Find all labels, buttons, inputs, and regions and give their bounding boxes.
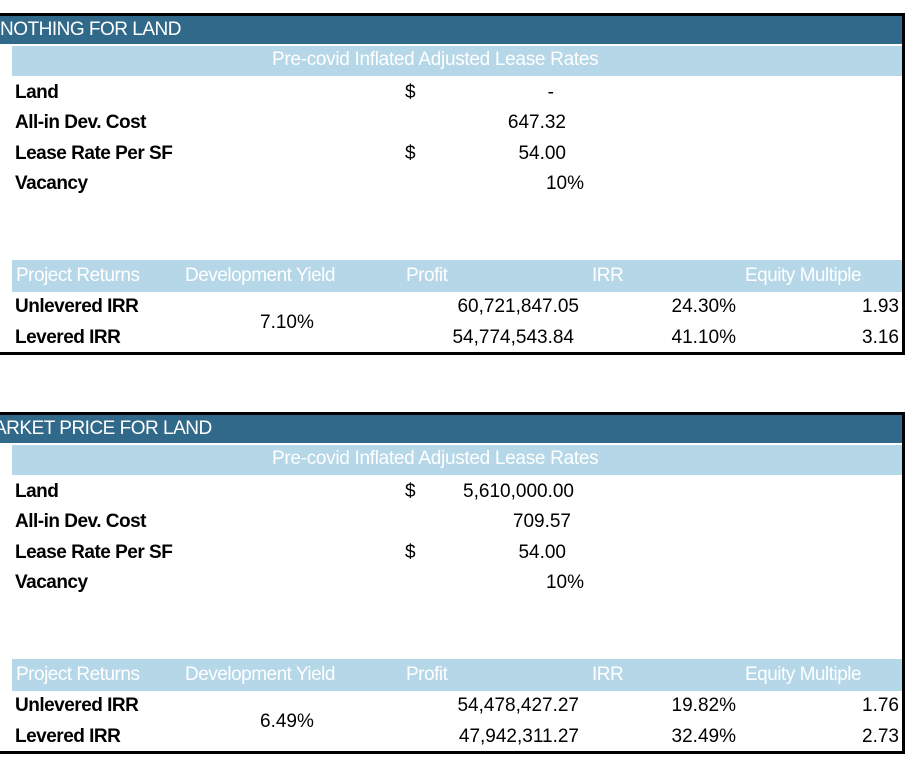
section-title: ARKET PRICE FOR LAND <box>0 418 212 439</box>
section-title-bar: ARKET PRICE FOR LAND <box>0 415 902 443</box>
levered-equity-multiple: 3.16 <box>862 327 899 348</box>
header-development-yield: Development Yield <box>185 265 335 286</box>
header-development-yield: Development Yield <box>185 664 335 685</box>
header-irr: IRR <box>592 265 624 286</box>
land-value: 5,610,000.00 <box>463 481 574 502</box>
levered-irr: 41.10% <box>671 327 736 348</box>
lease-rate-currency: $ <box>405 143 416 164</box>
unlevered-profit: 60,721,847.05 <box>457 296 579 317</box>
vacancy-label: Vacancy <box>15 572 88 593</box>
development-yield-value: 6.49% <box>260 711 314 732</box>
lease-rate-currency: $ <box>405 542 416 563</box>
header-equity-multiple: Equity Multiple <box>745 265 862 286</box>
row-label-unlevered: Unlevered IRR <box>15 296 139 317</box>
land-currency: $ <box>405 82 416 103</box>
subtitle-bar: Pre-covid Inflated Adjusted Lease Rates <box>12 46 902 76</box>
row-label-levered: Levered IRR <box>15 327 121 348</box>
section-subtitle: Pre-covid Inflated Adjusted Lease Rates <box>272 448 599 469</box>
section-nothing-for-land: NOTHING FOR LAND Pre-covid Inflated Adju… <box>0 13 905 355</box>
header-irr: IRR <box>592 664 624 685</box>
section-title-bar: NOTHING FOR LAND <box>0 16 902 44</box>
unlevered-irr: 19.82% <box>671 695 736 716</box>
header-profit: Profit <box>406 265 448 286</box>
unlevered-equity-multiple: 1.93 <box>862 296 899 317</box>
lease-rate-label: Lease Rate Per SF <box>15 143 173 164</box>
land-currency: $ <box>405 481 416 502</box>
dev-cost-label: All-in Dev. Cost <box>15 511 147 532</box>
subtitle-bar: Pre-covid Inflated Adjusted Lease Rates <box>12 445 902 475</box>
unlevered-equity-multiple: 1.76 <box>862 695 899 716</box>
land-label: Land <box>15 481 59 502</box>
header-equity-multiple: Equity Multiple <box>745 664 862 685</box>
levered-irr: 32.49% <box>671 726 736 747</box>
dev-cost-value: 647.32 <box>507 112 566 133</box>
lease-rate-label: Lease Rate Per SF <box>15 542 173 563</box>
lease-rate-value: 54.00 <box>518 143 566 164</box>
unlevered-profit: 54,478,427.27 <box>457 695 579 716</box>
header-project-returns: Project Returns <box>16 664 140 685</box>
section-market-price-for-land: ARKET PRICE FOR LAND Pre-covid Inflated … <box>0 412 905 754</box>
vacancy-value: 10% <box>545 173 584 194</box>
lease-rate-value: 54.00 <box>518 542 566 563</box>
vacancy-value: 10% <box>545 572 584 593</box>
levered-profit: 47,942,311.27 <box>458 726 579 747</box>
land-label: Land <box>15 82 59 103</box>
row-label-levered: Levered IRR <box>15 726 121 747</box>
land-value: - <box>547 82 554 103</box>
unlevered-irr: 24.30% <box>671 296 736 317</box>
header-project-returns: Project Returns <box>16 265 140 286</box>
returns-header-bar: Project Returns Development Yield Profit… <box>12 659 902 691</box>
vacancy-label: Vacancy <box>15 173 88 194</box>
dev-cost-label: All-in Dev. Cost <box>15 112 147 133</box>
section-subtitle: Pre-covid Inflated Adjusted Lease Rates <box>272 49 599 70</box>
development-yield-value: 7.10% <box>260 312 314 333</box>
section-title: NOTHING FOR LAND <box>0 19 181 40</box>
row-label-unlevered: Unlevered IRR <box>15 695 139 716</box>
header-profit: Profit <box>406 664 448 685</box>
returns-header-bar: Project Returns Development Yield Profit… <box>12 260 902 292</box>
dev-cost-value: 709.57 <box>512 511 571 532</box>
levered-equity-multiple: 2.73 <box>862 726 899 747</box>
levered-profit: 54,774,543.84 <box>452 327 574 348</box>
